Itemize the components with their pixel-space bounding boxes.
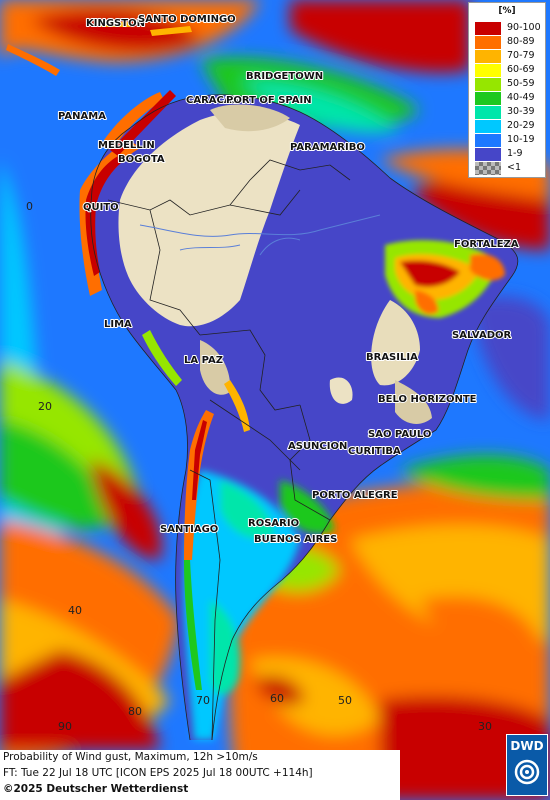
logo-text: DWD	[510, 739, 544, 753]
legend-label: 60-69	[507, 64, 535, 75]
forecast-time: FT: Tue 22 Jul 18 UTC [ICON EPS 2025 Jul…	[3, 767, 313, 779]
city-label: BRIDGETOWN	[246, 71, 323, 82]
lonlabel-60: 60	[270, 692, 284, 705]
city-label: BOGOTA	[118, 154, 165, 165]
caribbean-islands	[6, 22, 192, 76]
lonlabel-30: 30	[478, 720, 492, 733]
city-label: PORT OF SPAIN	[226, 95, 312, 106]
legend-item: 30-39	[475, 105, 543, 119]
legend-item: 80-89	[475, 35, 543, 49]
city-label: BELO HORIZONTE	[378, 394, 477, 405]
city-labels: KINGSTON SANTO DOMINGO BRIDGETOWN CARACA…	[57, 13, 520, 546]
city-label: BRASILIA	[366, 352, 418, 363]
legend-item: 20-29	[475, 119, 543, 133]
city-label: SALVADOR	[452, 330, 512, 341]
country-borders	[90, 94, 519, 741]
legend-item: 40-49	[475, 91, 543, 105]
latlabel-20: 20	[38, 400, 52, 413]
city-label: PORTO ALEGRE	[312, 490, 398, 501]
latlabel-40: 40	[68, 604, 82, 617]
legend: [%] 90-100 80-89 70-79 60-69 50-59 40-49 30-39…	[468, 2, 546, 178]
legend-label: 10-19	[507, 134, 535, 145]
legend-item: 90-100	[475, 21, 543, 35]
legend-item: 70-79	[475, 49, 543, 63]
lonlabel-70: 70	[196, 694, 210, 707]
city-label: ASUNCION	[288, 441, 347, 452]
legend-label: 80-89	[507, 36, 535, 47]
legend-item: <1	[475, 161, 543, 175]
city-label: QUITO	[83, 202, 119, 213]
legend-unit: [%]	[498, 6, 516, 16]
legend-swatch	[475, 133, 501, 147]
legend-label: 30-39	[507, 106, 535, 117]
legend-swatch	[475, 91, 501, 105]
legend-swatch	[475, 21, 501, 35]
city-label: FORTALEZA	[454, 239, 519, 250]
legend-item: 1-9	[475, 147, 543, 161]
city-label: CURITIBA	[348, 446, 401, 457]
legend-label: 90-100	[507, 22, 541, 33]
amazon-rivers	[139, 214, 381, 256]
legend-item: 10-19	[475, 133, 543, 147]
legend-item: 50-59	[475, 77, 543, 91]
legend-swatch	[475, 147, 501, 161]
lonlabel-90: 90	[58, 720, 72, 733]
city-label: LIMA	[104, 319, 132, 330]
lonlabel-50: 50	[338, 694, 352, 707]
dwd-logo: DWD	[506, 734, 548, 796]
legend-label: 40-49	[507, 92, 535, 103]
andes-ridge	[79, 90, 250, 690]
legend-item: 60-69	[475, 63, 543, 77]
city-label: MEDELLIN	[98, 140, 155, 151]
city-label: SANTO DOMINGO	[138, 14, 236, 25]
legend-swatch	[475, 105, 501, 119]
northeast-hotspot	[385, 240, 505, 318]
city-label: ROSARIO	[248, 518, 299, 529]
legend-swatch	[475, 119, 501, 133]
city-label: LA PAZ	[184, 355, 223, 366]
legend-label: 1-9	[507, 148, 523, 159]
city-label: PANAMA	[58, 111, 106, 122]
city-label: BUENOS AIRES	[254, 534, 337, 545]
swirl-icon	[514, 759, 540, 785]
legend-label: 20-29	[507, 120, 535, 131]
footer: Probability of Wind gust, Maximum, 12h >…	[0, 750, 400, 800]
city-label: SAO PAULO	[368, 429, 431, 440]
legend-label: <1	[507, 162, 522, 173]
city-label: CARACAS	[186, 95, 239, 106]
city-label: PARAMARIBO	[290, 142, 365, 153]
lonlabel-80: 80	[128, 705, 142, 718]
copyright: ©2025 Deutscher Wetterdienst	[3, 783, 189, 795]
legend-swatch	[475, 161, 501, 175]
grid-labels: 0 20 40 90 80 70 60 50 30	[26, 200, 492, 733]
legend-swatch	[475, 49, 501, 63]
city-label: KINGSTON	[86, 18, 145, 29]
legend-swatch	[475, 77, 501, 91]
legend-swatch	[475, 35, 501, 49]
city-label: SANTIAGO	[160, 524, 218, 535]
legend-swatch	[475, 63, 501, 77]
latlabel-0: 0	[26, 200, 33, 213]
legend-label: 50-59	[507, 78, 535, 89]
legend-label: 70-79	[507, 50, 535, 61]
map-title: Probability of Wind gust, Maximum, 12h >…	[3, 751, 258, 763]
